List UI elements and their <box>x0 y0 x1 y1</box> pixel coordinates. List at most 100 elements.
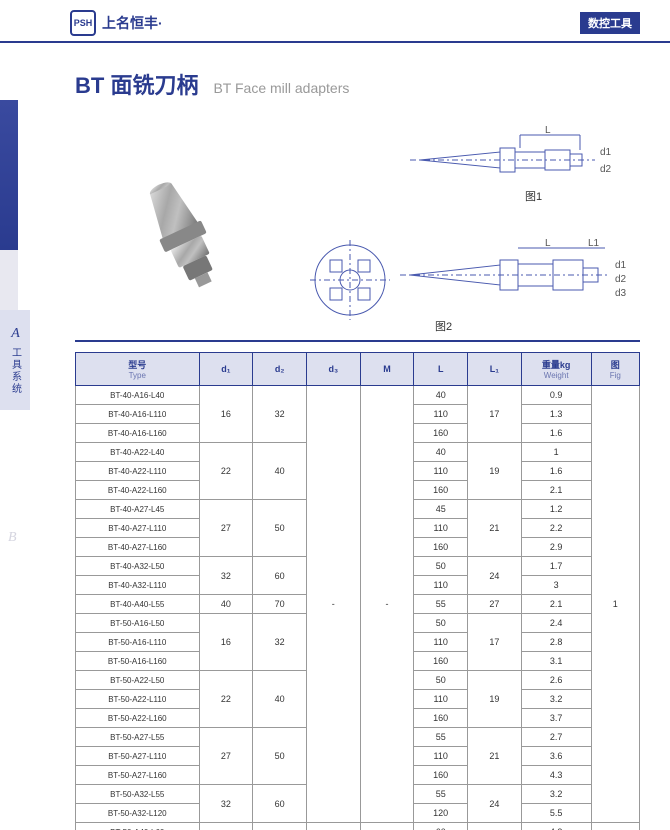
cell-d2: 50 <box>253 728 307 785</box>
cell-l1: 27 <box>468 823 522 830</box>
cell-type: BT-50-A22-L50 <box>76 671 200 690</box>
cell-l: 60 <box>414 823 468 830</box>
cell-weight: 4.3 <box>521 823 591 830</box>
cell-l: 50 <box>414 557 468 576</box>
cell-weight: 2.7 <box>521 728 591 747</box>
cell-l: 160 <box>414 709 468 728</box>
cell-l: 50 <box>414 671 468 690</box>
svg-text:d3: d3 <box>615 288 627 299</box>
cell-type: BT-40-A22-L160 <box>76 481 200 500</box>
cell-type: BT-40-A16-L160 <box>76 424 200 443</box>
cell-type: BT-50-A16-L160 <box>76 652 200 671</box>
cell-weight: 1.6 <box>521 424 591 443</box>
col-header: 图Fig <box>591 353 639 386</box>
cell-weight: 3.2 <box>521 690 591 709</box>
table-row: BT-50-A40-L60408866.7M1260274.32 <box>76 823 640 830</box>
brand: PSH 上名恒丰· <box>70 10 163 36</box>
cell-d1: 27 <box>199 728 253 785</box>
cell-l: 110 <box>414 633 468 652</box>
cell-l: 45 <box>414 500 468 519</box>
col-header: M <box>360 353 414 386</box>
cell-type: BT-40-A22-L110 <box>76 462 200 481</box>
cell-l: 110 <box>414 576 468 595</box>
cell-type: BT-50-A16-L110 <box>76 633 200 652</box>
cell-weight: 2.2 <box>521 519 591 538</box>
svg-text:d1: d1 <box>600 147 612 158</box>
col-header: L <box>414 353 468 386</box>
cell-d1: 32 <box>199 557 253 595</box>
spec-table-body: BT-40-A16-L401632--40170.91BT-40-A16-L11… <box>76 386 640 830</box>
cell-l: 110 <box>414 462 468 481</box>
cell-weight: 4.3 <box>521 766 591 785</box>
cell-weight: 3 <box>521 576 591 595</box>
col-header: d₁ <box>199 353 253 386</box>
cell-m: M12 <box>360 823 414 830</box>
svg-text:L: L <box>545 238 551 249</box>
cell-type: BT-40-A40-L55 <box>76 595 200 614</box>
col-header: d₃ <box>306 353 360 386</box>
svg-text:d1: d1 <box>615 260 627 271</box>
cell-d1: 32 <box>199 785 253 823</box>
cell-l1: 17 <box>468 386 522 443</box>
cell-m: - <box>360 386 414 823</box>
cell-weight: 3.2 <box>521 785 591 804</box>
cell-weight: 1.2 <box>521 500 591 519</box>
cell-l1: 21 <box>468 500 522 557</box>
cell-type: BT-50-A22-L160 <box>76 709 200 728</box>
cell-type: BT-50-A32-L120 <box>76 804 200 823</box>
cell-d2: 60 <box>253 557 307 595</box>
title-en: BT Face mill adapters <box>213 80 349 96</box>
cell-type: BT-40-A27-L110 <box>76 519 200 538</box>
cell-fig: 2 <box>591 823 639 830</box>
brand-logo: PSH <box>70 10 96 36</box>
cell-type: BT-50-A32-L55 <box>76 785 200 804</box>
cell-weight: 1 <box>521 443 591 462</box>
col-header: 重量kgWeight <box>521 353 591 386</box>
cell-weight: 3.7 <box>521 709 591 728</box>
cell-weight: 2.1 <box>521 481 591 500</box>
cell-weight: 3.1 <box>521 652 591 671</box>
cell-weight: 2.8 <box>521 633 591 652</box>
cell-d1: 40 <box>199 823 253 830</box>
side-tab-a: A 工具系统 <box>0 310 30 410</box>
cell-d2: 32 <box>253 386 307 443</box>
cell-type: BT-50-A27-L55 <box>76 728 200 747</box>
cell-d2: 88 <box>253 823 307 830</box>
col-header: 型号Type <box>76 353 200 386</box>
cell-weight: 5.5 <box>521 804 591 823</box>
cell-l: 55 <box>414 728 468 747</box>
tab-letter: A <box>7 326 23 343</box>
figure-area: L d1 d2 图1 <box>75 120 640 342</box>
tab-text: 工具系统 <box>8 347 23 395</box>
cell-weight: 1.3 <box>521 405 591 424</box>
svg-text:图1: 图1 <box>525 190 542 203</box>
cell-l1: 19 <box>468 671 522 728</box>
svg-text:图2: 图2 <box>435 320 452 333</box>
cell-l: 160 <box>414 766 468 785</box>
col-header: L₁ <box>468 353 522 386</box>
category-label: 数控工具 <box>580 12 640 34</box>
cell-weight: 1.7 <box>521 557 591 576</box>
cell-l1: 27 <box>468 595 522 614</box>
cell-d3: 66.7 <box>306 823 360 830</box>
cell-type: BT-50-A27-L160 <box>76 766 200 785</box>
svg-text:d2: d2 <box>615 274 627 285</box>
cell-l1: 24 <box>468 785 522 823</box>
cell-weight: 2.4 <box>521 614 591 633</box>
cell-d2: 70 <box>253 595 307 614</box>
cell-weight: 2.1 <box>521 595 591 614</box>
page-title: BT 面铣刀柄 BT Face mill adapters <box>0 43 670 110</box>
cell-weight: 2.9 <box>521 538 591 557</box>
cell-type: BT-50-A16-L50 <box>76 614 200 633</box>
side-letter-b: B <box>8 530 17 546</box>
spec-table-head: 型号Typed₁d₂d₃MLL₁重量kgWeight图Fig <box>76 353 640 386</box>
product-photo <box>115 160 245 303</box>
cell-d3: - <box>306 386 360 823</box>
cell-d1: 22 <box>199 671 253 728</box>
cell-type: BT-40-A16-L110 <box>76 405 200 424</box>
cell-l: 110 <box>414 690 468 709</box>
svg-text:d2: d2 <box>600 164 612 175</box>
cell-l: 50 <box>414 614 468 633</box>
cell-l: 40 <box>414 386 468 405</box>
cell-d2: 50 <box>253 500 307 557</box>
